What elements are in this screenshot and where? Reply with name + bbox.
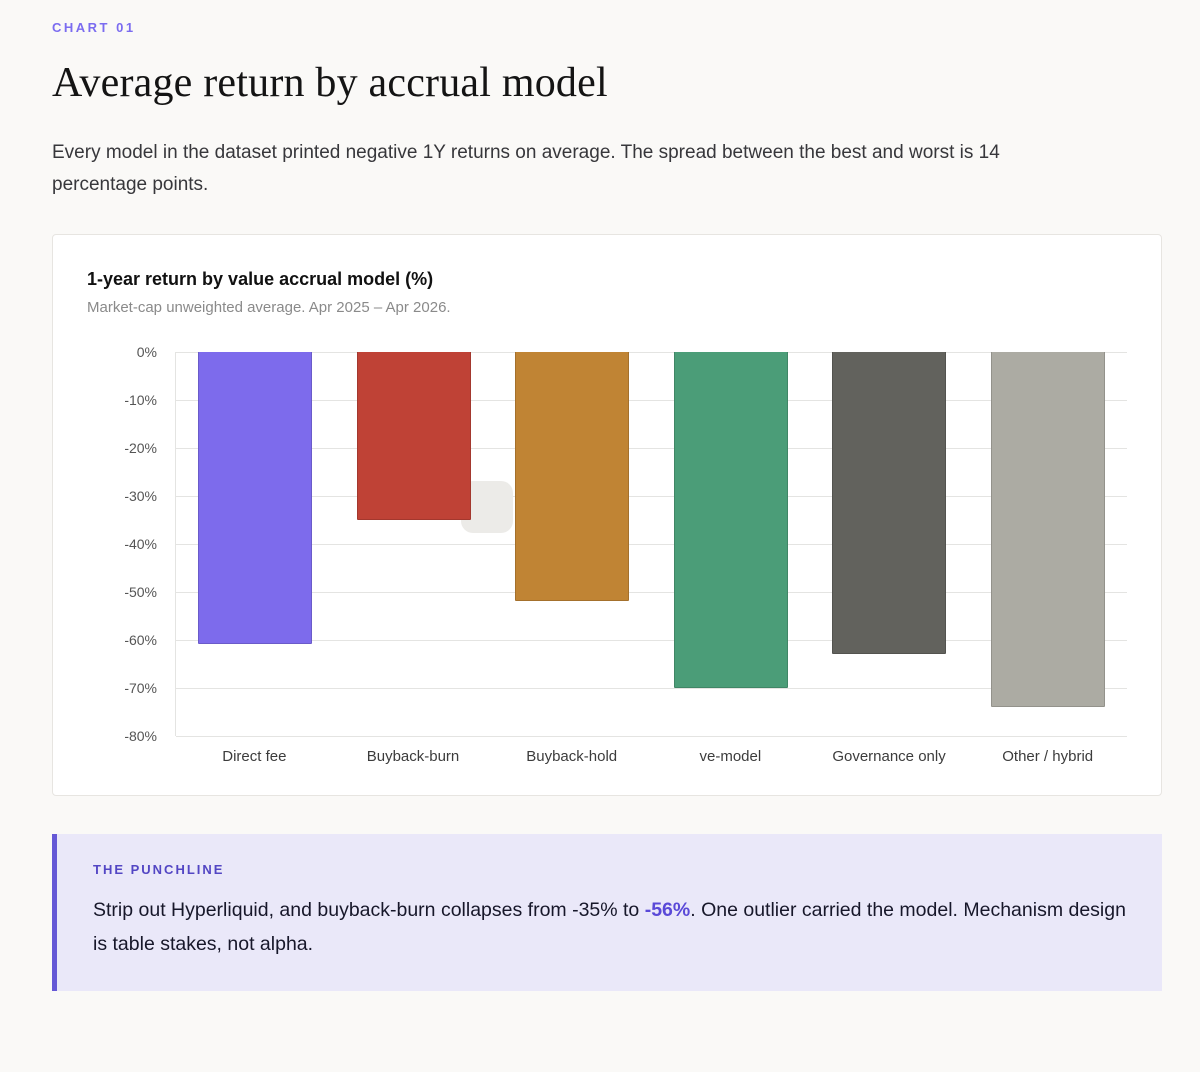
bar-direct-fee <box>198 351 313 645</box>
gridline <box>176 495 1127 497</box>
punchline-text: Strip out Hyperliquid, and buyback-burn … <box>93 893 1126 961</box>
gridline <box>176 351 1127 353</box>
y-tick-label: -30% <box>124 487 157 504</box>
bar-other-hybrid <box>990 351 1105 707</box>
punchline-highlight-value: -56% <box>644 898 691 921</box>
bars-row <box>176 351 1128 736</box>
y-tick-label: 0% <box>136 343 157 360</box>
punchline-text-before: Strip out Hyperliquid, and buyback-burn … <box>93 898 645 921</box>
report-page: CHART 01 Average return by accrual model… <box>52 20 1162 991</box>
gridline <box>176 687 1127 689</box>
chart-card: 1-year return by value accrual model (%)… <box>52 233 1162 796</box>
punchline-text-after: . One outlier carried the model. Mechani… <box>93 898 1126 955</box>
page-title: Average return by accrual model <box>52 60 608 106</box>
x-tick-label: Direct fee <box>222 747 287 765</box>
y-tick-label: -40% <box>124 535 157 552</box>
x-axis-labels: Direct fee Buyback-burn Buyback-hold ve-mod… <box>175 748 1127 765</box>
bar-buyback-burn <box>356 351 471 520</box>
y-tick-label: -70% <box>124 679 157 696</box>
gridline <box>176 639 1127 641</box>
x-tick-label: Governance only <box>832 747 946 765</box>
punchline-callout: THE PUNCHLINE Strip out Hyperliquid, and… <box>52 833 1162 991</box>
bar-governance-only <box>832 351 947 654</box>
bar-slot <box>810 351 969 736</box>
chart-title: 1-year return by value accrual model (%) <box>87 268 434 289</box>
x-tick-label: ve-model <box>699 747 762 765</box>
chart-plot: ov <box>175 351 1128 737</box>
bar-slot <box>969 351 1128 736</box>
gridline <box>176 735 1127 737</box>
x-tick-label: Buyback-burn <box>366 747 460 765</box>
chart-kicker: CHART 01 <box>52 20 136 35</box>
gridline <box>176 591 1127 593</box>
y-tick-label: -10% <box>124 391 157 408</box>
chart-area: ov 0% -10% -20% -30% -40% -50% -60% -70% -80% Di… <box>87 344 1128 765</box>
y-tick-label: -60% <box>124 631 157 648</box>
bar-slot <box>493 351 652 736</box>
bar-slot <box>176 351 335 736</box>
y-tick-label: -20% <box>124 439 157 456</box>
y-axis-labels: 0% -10% -20% -30% -40% -50% -60% -70% -80% <box>87 344 167 744</box>
y-tick-label: -50% <box>124 583 157 600</box>
gridline <box>176 447 1127 449</box>
gridline <box>176 543 1127 545</box>
bar-buyback-hold <box>515 351 630 602</box>
punchline-kicker: THE PUNCHLINE <box>93 861 225 877</box>
x-tick-label: Other / hybrid <box>1002 747 1094 765</box>
bar-ve-model <box>673 351 788 688</box>
y-tick-label: -80% <box>124 727 157 744</box>
chart-subtitle: Market-cap unweighted average. Apr 2025 … <box>87 298 451 316</box>
gridline <box>176 399 1127 401</box>
bar-slot <box>652 351 811 736</box>
x-tick-label: Buyback-hold <box>526 747 618 765</box>
bar-slot <box>335 351 494 736</box>
page-lede: Every model in the dataset printed negat… <box>52 142 1000 196</box>
